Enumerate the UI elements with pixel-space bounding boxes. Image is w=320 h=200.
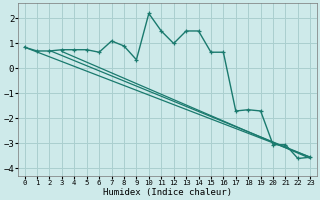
X-axis label: Humidex (Indice chaleur): Humidex (Indice chaleur) — [103, 188, 232, 197]
